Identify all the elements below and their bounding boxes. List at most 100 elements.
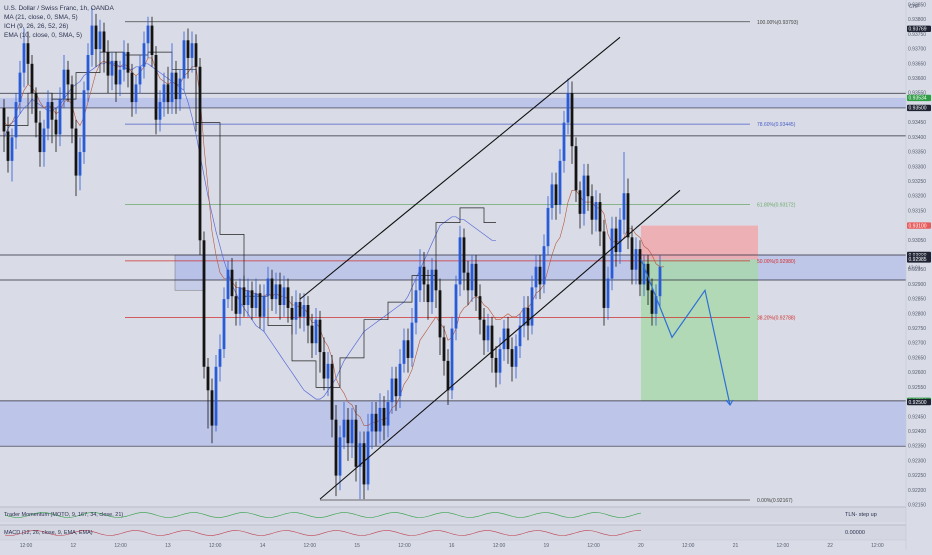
- candle-body: [314, 319, 318, 344]
- candle-body: [2, 107, 6, 132]
- x-tick-label: 14: [260, 543, 266, 549]
- candle-body: [250, 290, 254, 308]
- candle-body: [46, 102, 50, 129]
- price-tag-text: 0.92500: [909, 400, 927, 406]
- channel-lower-line: [319, 189, 681, 500]
- candle-body: [466, 272, 470, 291]
- candle-body: [578, 190, 582, 214]
- candle-body: [562, 122, 566, 161]
- candle-body: [58, 99, 62, 135]
- x-tick-label: 12:00: [493, 543, 506, 549]
- candle-body: [126, 52, 130, 73]
- candle-body: [386, 402, 390, 426]
- candle-body: [10, 137, 14, 161]
- price-tag: [907, 256, 931, 263]
- candle-body: [242, 287, 246, 305]
- y-tick-label: 0.92300: [908, 458, 926, 464]
- panel-tag: 0.00000: [845, 530, 865, 536]
- candle-body: [298, 302, 302, 317]
- candle-body: [594, 202, 598, 220]
- price-tag-text: 0.93769: [909, 27, 927, 33]
- candle-body: [262, 296, 266, 317]
- candle-body: [430, 269, 434, 303]
- candle-body: [498, 349, 502, 373]
- indicator-ma-label[interactable]: MA (21, close, 0, SMA, 5): [4, 14, 78, 21]
- candle-body: [102, 31, 106, 53]
- panel-label: Trader Momentum (MOTO, 9, 167, 34, close…: [4, 512, 123, 518]
- candle-body: [382, 407, 386, 426]
- x-tick-label: 12: [71, 543, 77, 549]
- candle-body: [506, 328, 510, 350]
- candle-body: [66, 69, 70, 85]
- candle-body: [474, 263, 478, 297]
- candle-body: [330, 363, 334, 420]
- candle-body: [494, 357, 498, 373]
- candle-body: [582, 175, 586, 214]
- candle-body: [50, 102, 54, 120]
- candle-body: [78, 152, 82, 176]
- price-tag: [907, 398, 931, 406]
- price-tag-text: 0.93534: [909, 96, 927, 102]
- x-tick-label: 12:00: [20, 543, 33, 549]
- candle-body: [322, 352, 326, 379]
- candle-body: [638, 249, 642, 285]
- candle-body: [306, 305, 310, 326]
- price-tag: [907, 25, 931, 33]
- candle-body: [210, 390, 214, 426]
- fib-label: 38.20%(0.92788): [757, 315, 796, 321]
- candle-body: [230, 269, 234, 297]
- candle-body: [234, 296, 238, 314]
- candle-body: [222, 299, 226, 350]
- candle-body: [362, 443, 366, 485]
- y-tick-label: 0.92800: [908, 311, 926, 317]
- y-tick-label: 0.93800: [908, 17, 926, 23]
- y-tick-label: 0.93250: [908, 179, 926, 185]
- projection-path: [640, 259, 731, 406]
- stop-loss-zone: [641, 225, 758, 260]
- candle-body: [94, 25, 98, 50]
- x-tick-label: 20: [638, 543, 644, 549]
- candle-body: [434, 269, 438, 291]
- candle-body: [62, 69, 66, 100]
- candle-body: [598, 202, 602, 232]
- candle-body: [622, 193, 626, 220]
- candle-body: [378, 407, 382, 432]
- candle-body: [6, 131, 10, 161]
- indicator-ema-label[interactable]: EMA (10, close, 0, SMA, 5): [4, 32, 82, 39]
- candle-body: [510, 349, 514, 367]
- candle-body: [342, 419, 346, 438]
- candle-body: [658, 266, 662, 297]
- candle-body: [274, 284, 278, 300]
- candle-body: [418, 266, 422, 291]
- y-tick-label: 0.92650: [908, 355, 926, 361]
- y-tick-label: 0.93150: [908, 208, 926, 214]
- x-tick-label: 12:00: [587, 543, 600, 549]
- y-tick-label: 0.93750: [908, 32, 926, 38]
- y-tick-label: 0.93200: [908, 194, 926, 200]
- candle-body: [574, 146, 578, 191]
- take-profit-zone: [641, 259, 758, 401]
- candle-body: [134, 84, 138, 103]
- candle-body: [550, 184, 554, 208]
- candle-body: [90, 25, 94, 55]
- y-tick-label: 0.92850: [908, 297, 926, 303]
- candle-body: [42, 128, 46, 153]
- candle-body: [162, 84, 166, 103]
- candle-body: [406, 340, 410, 358]
- indicator-panel: [0, 525, 906, 540]
- candle-body: [186, 40, 190, 58]
- candle-body: [390, 378, 394, 403]
- fib-label: 50.00%(0.92980): [757, 259, 796, 265]
- candle-body: [490, 325, 494, 358]
- indicator-ichimoku-label[interactable]: ICH (9, 26, 26, 52, 26): [4, 23, 68, 30]
- price-tag-text: 0.93100: [909, 223, 927, 229]
- currency-label: CHF: [909, 4, 919, 10]
- candle-body: [218, 349, 222, 367]
- x-tick-label: 12:00: [398, 543, 411, 549]
- candle-body: [374, 413, 378, 432]
- candle-body: [422, 266, 426, 285]
- candle-body: [278, 284, 282, 305]
- indicator-panel: [0, 507, 906, 522]
